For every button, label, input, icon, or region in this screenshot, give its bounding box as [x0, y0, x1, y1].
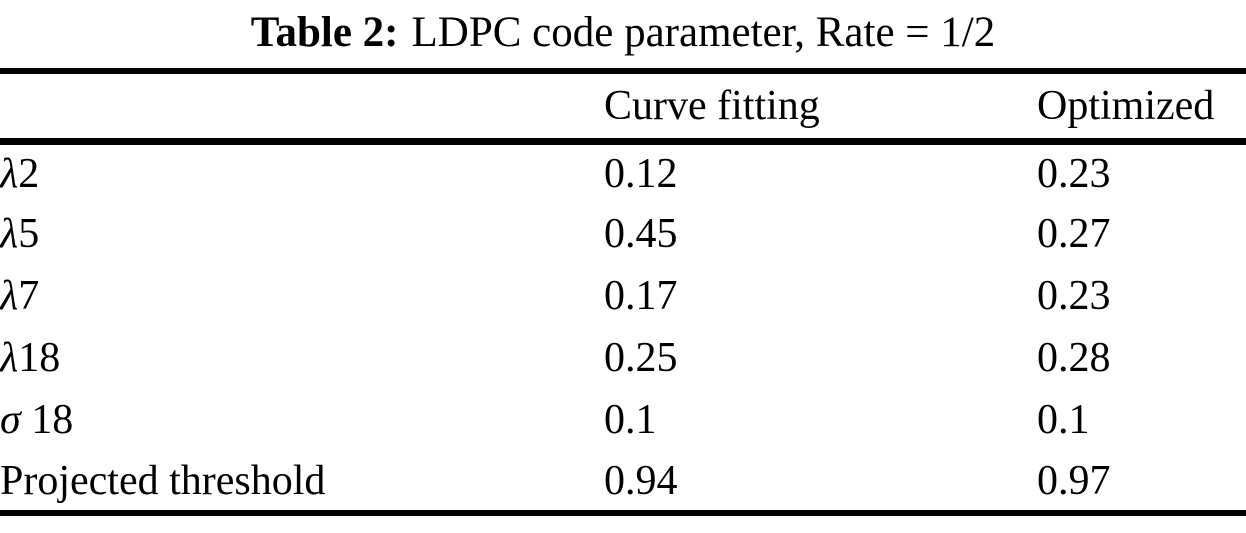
parameter-symbol: σ: [0, 397, 21, 443]
curve-fitting-value: 0.17: [604, 273, 678, 319]
parameter-name: Projected threshold: [0, 457, 326, 504]
table-caption-text: LDPC code parameter, Rate = 1/2: [411, 9, 996, 56]
parameter-name: 5: [18, 211, 40, 257]
optimized-value: 0.97: [1037, 457, 1111, 504]
parameter-name: 7: [18, 273, 40, 319]
parameter-symbol: λ: [0, 150, 19, 197]
table-row: σ 18 0.1 0.1: [0, 389, 1246, 451]
parameter-label-cell: λ5: [0, 203, 604, 265]
table-caption-label: Table 2:: [250, 9, 399, 56]
parameter-label-cell: λ18: [0, 327, 604, 389]
table-row: Projected threshold 0.94 0.97: [0, 451, 1246, 513]
curve-fitting-value: 0.25: [604, 335, 678, 381]
table-row: λ7 0.17 0.23: [0, 265, 1246, 327]
table-caption: Table 2: LDPC code parameter, Rate = 1/2: [0, 0, 1246, 68]
curve-fitting-value: 0.45: [604, 211, 678, 257]
ldpc-parameter-table: Curve fitting Optimized λ2 0.12 0.23 λ5 …: [0, 68, 1246, 516]
curve-fitting-value: 0.12: [604, 150, 678, 197]
parameter-name: 2: [18, 150, 40, 197]
parameter-symbol: λ: [0, 211, 19, 257]
optimized-value: 0.28: [1037, 335, 1111, 381]
optimized-value: 0.1: [1037, 397, 1090, 443]
parameter-name: 18: [20, 397, 74, 443]
parameter-label-cell: λ2: [0, 141, 604, 203]
table-body: λ2 0.12 0.23 λ5 0.45 0.27 λ7 0.17 0.23 λ…: [0, 141, 1246, 513]
optimized-value: 0.23: [1037, 150, 1111, 197]
header-optimized: Optimized: [1037, 71, 1246, 145]
header-parameter-empty: [0, 71, 604, 145]
parameter-symbol: λ: [0, 335, 19, 381]
curve-fitting-value: 0.1: [604, 397, 657, 443]
table-row: λ5 0.45 0.27: [0, 203, 1246, 265]
header-row: Curve fitting Optimized: [0, 71, 1246, 145]
table-row: λ2 0.12 0.23: [0, 141, 1246, 203]
parameter-label-cell: Projected threshold: [0, 451, 604, 513]
parameter-symbol: λ: [0, 273, 19, 319]
header-curve-fitting: Curve fitting: [604, 71, 1037, 145]
table-row: λ18 0.25 0.28: [0, 327, 1246, 389]
table-header: Curve fitting Optimized: [0, 71, 1246, 145]
optimized-value: 0.23: [1037, 273, 1111, 319]
optimized-value: 0.27: [1037, 211, 1111, 257]
parameter-name: 18: [18, 335, 61, 381]
parameter-label-cell: λ7: [0, 265, 604, 327]
parameter-label-cell: σ 18: [0, 389, 604, 451]
curve-fitting-value: 0.94: [604, 457, 678, 504]
